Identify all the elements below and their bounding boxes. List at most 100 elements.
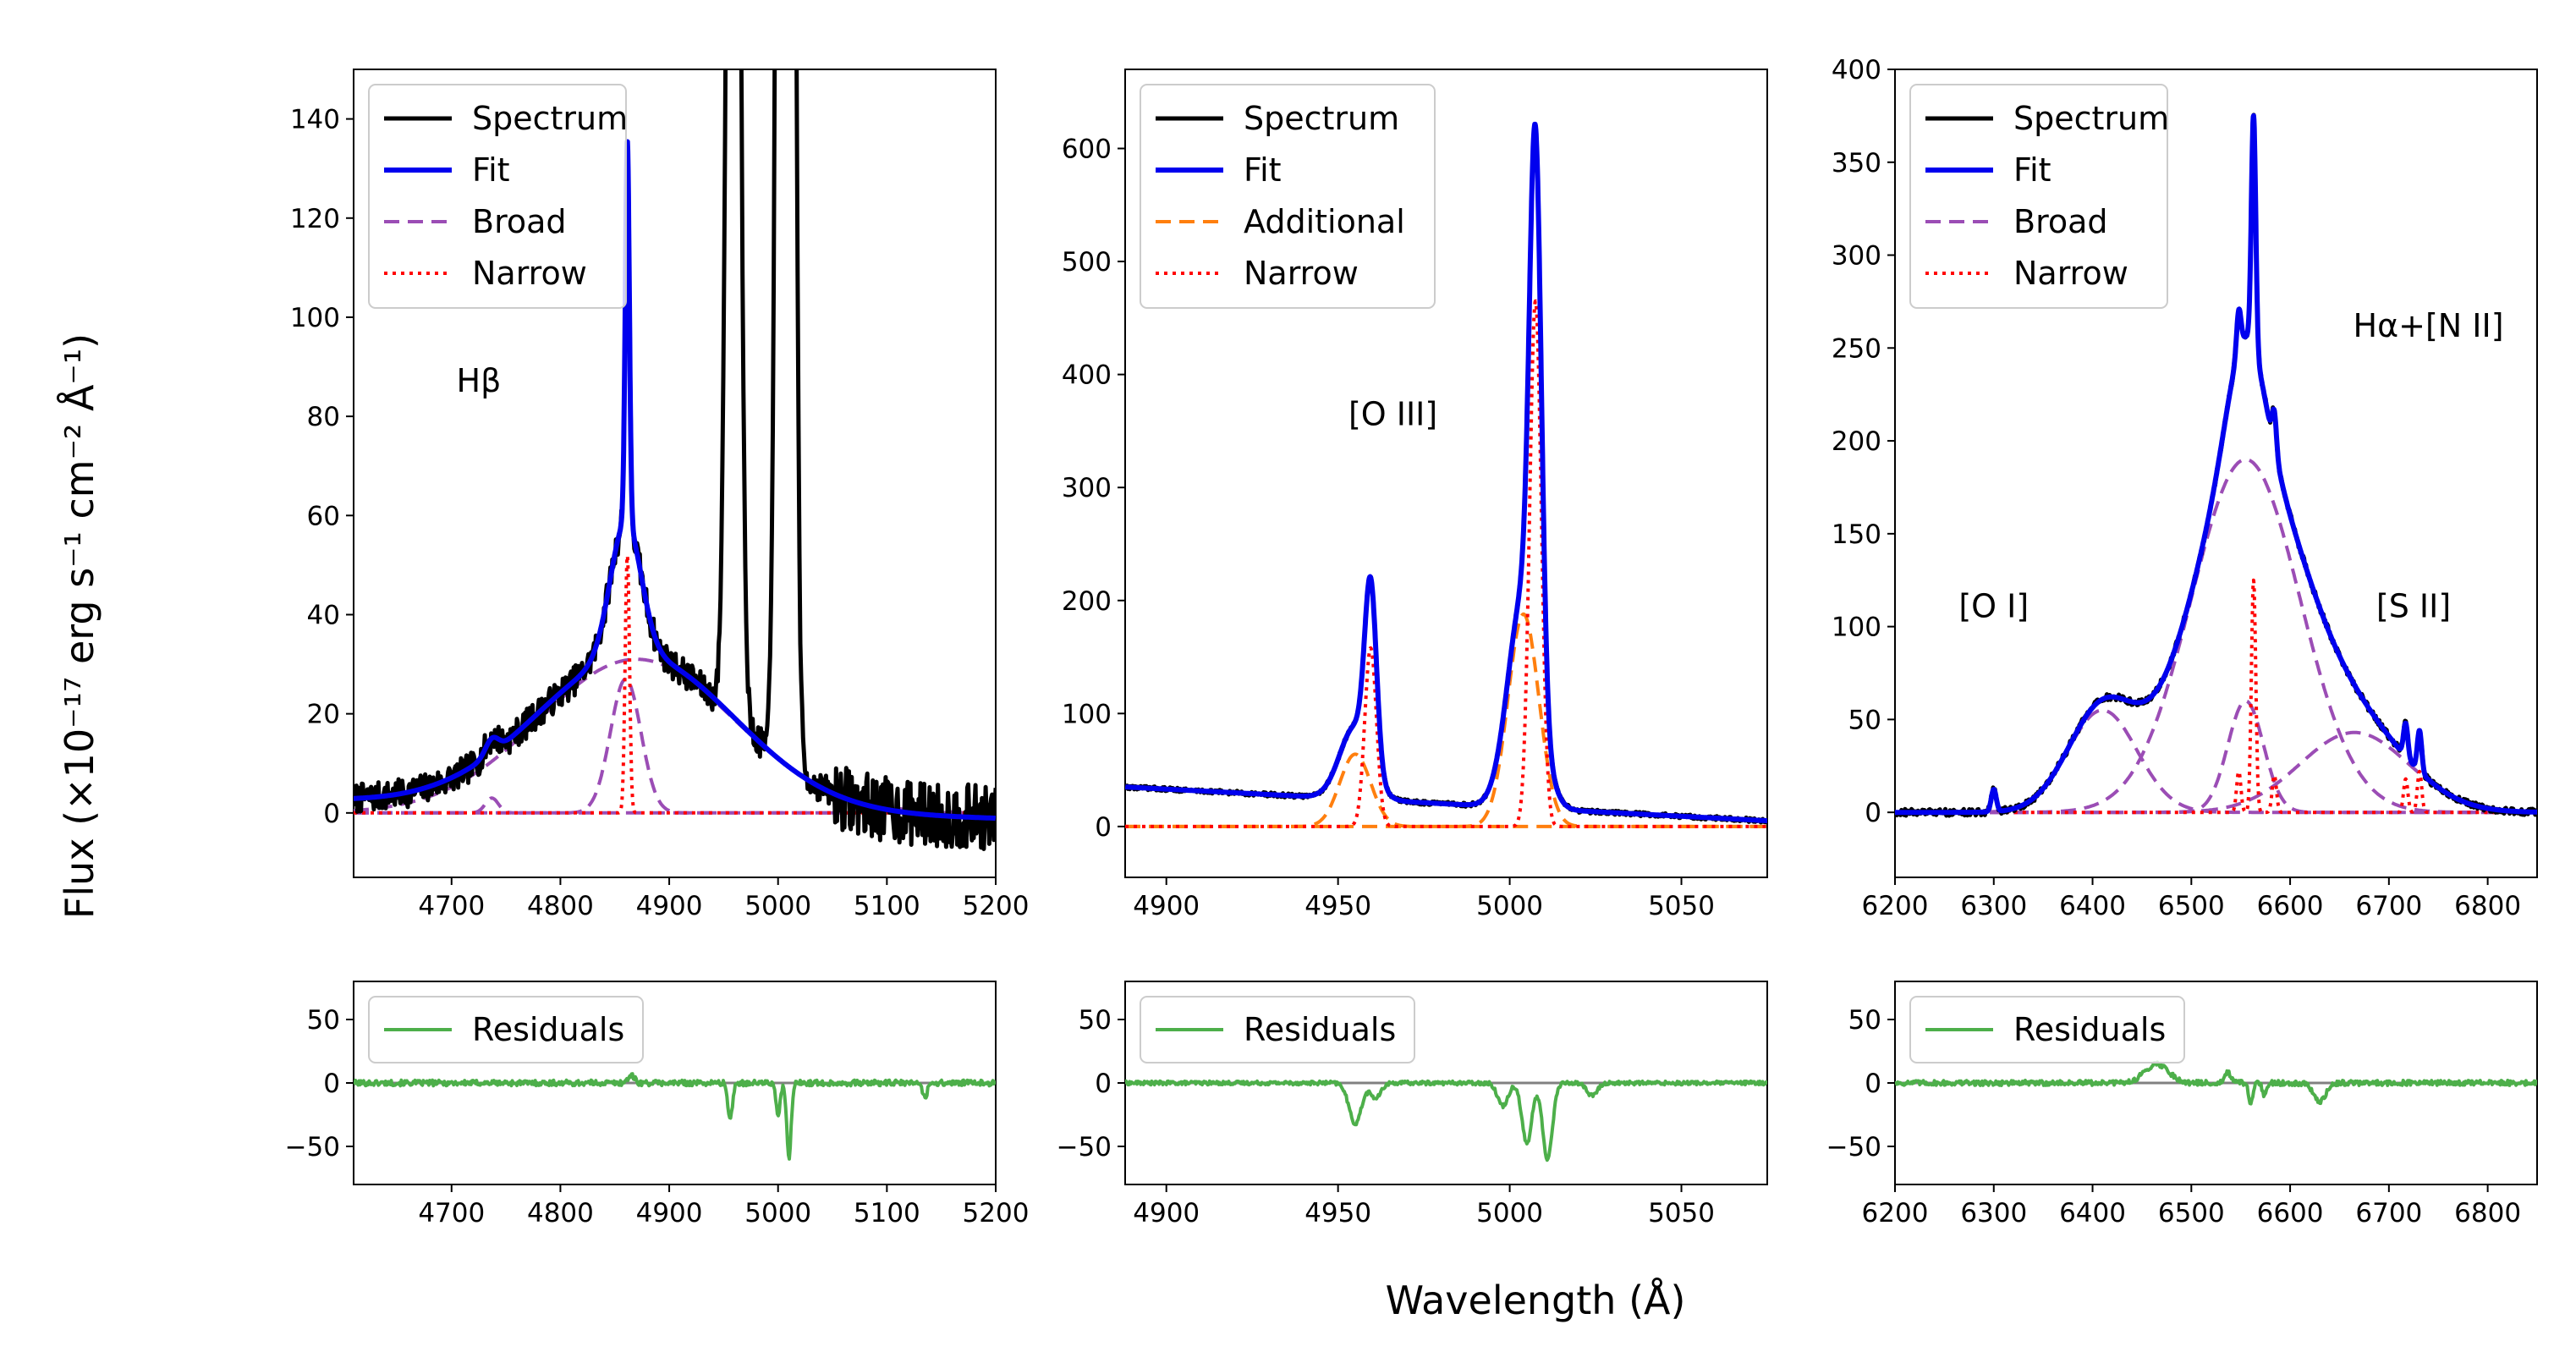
oiii-annotation: [O III] [1348, 396, 1437, 433]
halpha-legend-label: Spectrum [2013, 100, 2169, 137]
hbeta-residual-y-tick-label: 0 [323, 1069, 340, 1099]
halpha-residual-y-tick-label: −50 [1826, 1132, 1881, 1162]
oiii-residual-x-tick-label: 4900 [1133, 1198, 1200, 1228]
hbeta-x-tick-label: 4700 [418, 891, 485, 921]
halpha-annotation: Hα+[N II] [2354, 307, 2504, 344]
hbeta-axes-frame [353, 69, 997, 878]
hbeta-legend-label: Fit [472, 151, 510, 189]
hbeta-y-tick-label: 0 [323, 799, 340, 829]
halpha-y-tick-label: 0 [1865, 798, 1881, 828]
halpha-y-tick-label: 150 [1832, 519, 1881, 550]
halpha-residual-line [1895, 1060, 2537, 1106]
hbeta-annotation: Hβ [457, 362, 502, 399]
oiii-fit-line [1125, 121, 1767, 824]
hbeta-residual-x-tick-label: 5100 [854, 1198, 920, 1228]
oiii-legend-label: Spectrum [1244, 100, 1399, 137]
hbeta-residual-legend [368, 996, 644, 1063]
halpha-residual-panel: 6200 6300 6400 6500 6600 6700 6800 −50 0 50 Residu… [1826, 981, 2538, 1228]
oiii-x-tick-label: 4900 [1133, 891, 1200, 921]
hbeta-y-tick-label: 100 [290, 303, 340, 333]
hbeta-x-tick-label: 5100 [854, 891, 920, 921]
hbeta-residual-y-tick-label: 50 [307, 1005, 340, 1036]
halpha-legend-label: Fit [2013, 151, 2051, 189]
hbeta-y-tick-label: 140 [290, 105, 340, 135]
oiii-x-tick-label: 5000 [1476, 891, 1543, 921]
halpha-legend-label: Broad [2013, 203, 2108, 240]
hbeta-residual-x-tick-label: 4700 [418, 1198, 485, 1228]
hbeta-residual-x-tick-label: 4900 [636, 1198, 703, 1228]
halpha-residual-x-tick-label: 6400 [2059, 1198, 2126, 1228]
oiii-legend-label: Narrow [1244, 255, 1359, 292]
halpha-residual-x-tick-label: 6500 [2158, 1198, 2225, 1228]
halpha-residual-x-tick-label: 6600 [2257, 1198, 2324, 1228]
oiii-y-tick-label: 200 [1062, 586, 1112, 617]
hbeta-fit-line [354, 139, 996, 822]
halpha-residual-x-tick-label: 6200 [1862, 1198, 1929, 1228]
halpha-axes-frame [1894, 69, 2538, 878]
halpha-y-tick-label: 100 [1832, 613, 1881, 643]
halpha-residual-y-tick-label: 0 [1865, 1069, 1881, 1099]
oiii-y-tick-label: 600 [1062, 134, 1112, 164]
oiii-x-tick-label: 4950 [1304, 891, 1371, 921]
halpha-x-tick-label: 6600 [2257, 891, 2324, 921]
halpha-annotation: [S II] [2376, 588, 2451, 625]
halpha-fit-line [1895, 113, 2537, 816]
hbeta-residual-x-tick-label: 4800 [527, 1198, 594, 1228]
hbeta-y-tick-label: 40 [307, 600, 340, 630]
halpha-x-tick-label: 6300 [1960, 891, 2027, 921]
hbeta-y-tick-label: 20 [307, 700, 340, 730]
hbeta-x-tick-label: 4900 [636, 891, 703, 921]
halpha-legend [1909, 84, 2168, 309]
halpha-residual-x-tick-label: 6300 [1960, 1198, 2027, 1228]
oiii-y-tick-label: 100 [1062, 699, 1112, 729]
oiii-residual-y-tick-label: 0 [1095, 1069, 1112, 1099]
oiii-residual-y-tick-label: 50 [1079, 1005, 1112, 1036]
halpha-broad-component [1895, 458, 2537, 815]
oiii-y-tick-label: 400 [1062, 360, 1112, 391]
hbeta-y-tick-label: 80 [307, 402, 340, 432]
oiii-narrow-component [1125, 299, 1767, 828]
halpha-y-tick-label: 350 [1832, 148, 1881, 179]
oiii-residual-legend-label: Residuals [1244, 1011, 1396, 1048]
oiii-panel: 4900 4950 5000 5050 0 100 200 300 400 500 600 [O II… [1062, 69, 1768, 921]
halpha-residual-legend [1909, 996, 2185, 1063]
halpha-residual-x-tick-label: 6700 [2355, 1198, 2422, 1228]
oiii-residual-y-tick-label: −50 [1057, 1132, 1112, 1162]
halpha-y-tick-label: 300 [1832, 241, 1881, 272]
halpha-legend-label: Narrow [2013, 255, 2128, 292]
halpha-y-tick-label: 250 [1832, 333, 1881, 364]
oiii-residual-x-tick-label: 5000 [1476, 1198, 1543, 1228]
hbeta-y-tick-label: 120 [290, 204, 340, 234]
oiii-y-tick-label: 500 [1062, 247, 1112, 278]
hbeta-spectrum-line [354, 69, 996, 851]
oiii-axes-frame [1124, 69, 1768, 878]
oiii-residual-legend [1140, 996, 1415, 1063]
hbeta-x-tick-label: 5200 [963, 891, 1030, 921]
hbeta-x-tick-label: 5000 [744, 891, 811, 921]
oiii-y-tick-label: 0 [1095, 812, 1112, 843]
oiii-x-tick-label: 5050 [1648, 891, 1715, 921]
halpha-x-tick-label: 6400 [2059, 891, 2126, 921]
halpha-residual-x-tick-label: 6800 [2454, 1198, 2521, 1228]
hbeta-residual-line [354, 1072, 996, 1161]
oiii-legend-label: Fit [1244, 151, 1282, 189]
hbeta-residual-panel: 4700 4800 4900 5000 5100 5200 −50 0 50 Residuals [285, 981, 1029, 1228]
panels: 4700 4800 4900 5000 5100 52000204060801001201… [285, 55, 2538, 1228]
halpha-x-tick-label: 6200 [1862, 891, 1929, 921]
halpha-x-tick-label: 6800 [2454, 891, 2521, 921]
halpha-annotation: [O I] [1958, 588, 2029, 625]
oiii-residual-panel: 4900 4950 5000 5050 −50 0 50 Residuals [1057, 981, 1768, 1228]
oiii-y-tick-label: 300 [1062, 473, 1112, 503]
oiii-residual-x-tick-label: 4950 [1304, 1198, 1371, 1228]
hbeta-residual-y-tick-label: −50 [285, 1132, 340, 1162]
halpha-y-tick-label: 200 [1832, 426, 1881, 457]
oiii-legend [1140, 84, 1436, 309]
hbeta-legend-label: Broad [472, 203, 567, 240]
halpha-x-tick-label: 6700 [2355, 891, 2422, 921]
oiii-residual-x-tick-label: 5050 [1648, 1198, 1715, 1228]
hbeta-legend-label: Spectrum [472, 100, 628, 137]
hbeta-x-tick-label: 4800 [527, 891, 594, 921]
halpha-y-tick-label: 400 [1832, 55, 1881, 85]
hbeta-residual-legend-label: Residuals [472, 1011, 624, 1048]
